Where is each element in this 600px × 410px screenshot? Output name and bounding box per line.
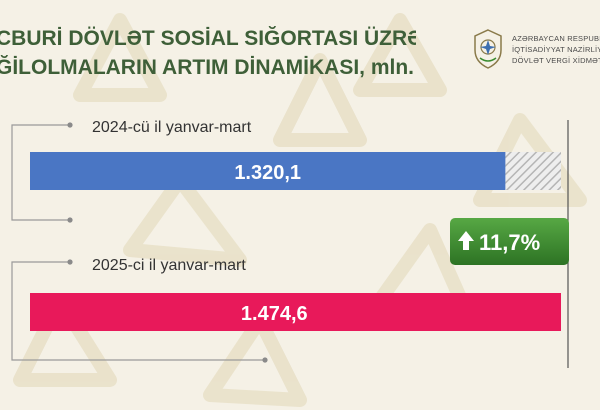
bar-2024-remainder [505, 152, 561, 190]
bracket-2024 [11, 124, 70, 221]
bracket-2024-dot-bottom [67, 217, 73, 223]
value-label-2025: 1.474,6 [241, 303, 308, 325]
category-label-2025: 2025-ci il yanvar-mart [92, 257, 246, 274]
emblem-logo [474, 29, 502, 69]
growth-badge: 11,7% [450, 218, 569, 265]
title-line-2: ĞİLOLMALARIN ARTIM DİNAMİKASI, mln. mana… [0, 56, 416, 79]
bracket-2025 [11, 261, 265, 361]
org-line-2: İQTİSADİYYAT NAZİRLİY [512, 45, 600, 54]
organization-name: AZƏRBAYCAN RESPUBLİ İQTİSADİYYAT NAZİRLİ… [512, 33, 600, 66]
page-title: CBURİ DÖVLƏT SOSİAL SIĞORTASI ÜZRƏ ĞİLOL… [0, 24, 416, 82]
org-line-3: DÖVLƏT VERGİ XİDMƏT [512, 56, 600, 65]
bracket-2025-dot-top [67, 259, 73, 265]
bar-2024 [30, 152, 506, 190]
title-line-1: CBURİ DÖVLƏT SOSİAL SIĞORTASI ÜZRƏ [0, 27, 416, 50]
arrow-up-icon [458, 231, 474, 250]
growth-badge-label: 11,7% [479, 230, 540, 255]
bar-2025 [30, 293, 561, 331]
bracket-2024-dot-top [67, 122, 73, 128]
category-label-2024: 2024-cü il yanvar-mart [92, 119, 252, 136]
value-label-2024: 1.320,1 [234, 162, 301, 184]
org-line-1: AZƏRBAYCAN RESPUBLİ [512, 34, 600, 43]
bracket-2025-dot-bottom [262, 357, 268, 363]
